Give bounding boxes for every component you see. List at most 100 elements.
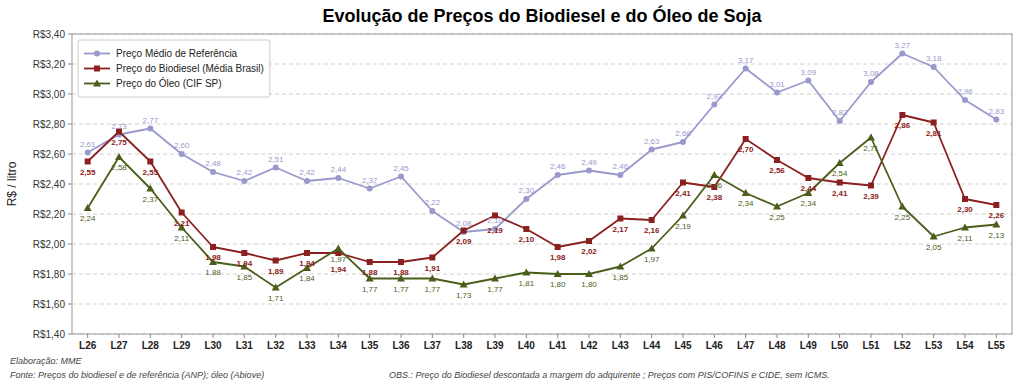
footer-note: Fonte: Preços do biodiesel e de referênc… xyxy=(10,370,264,380)
y-tick xyxy=(68,244,72,245)
x-axis: L26L27L28L29L30L31L32L33L34L35L36L37L38L… xyxy=(79,334,1005,351)
series xyxy=(85,112,1000,265)
x-tick-label: L33 xyxy=(298,340,316,351)
data-label: 2,55 xyxy=(143,168,159,177)
x-tick xyxy=(714,334,715,338)
data-label: 2,61 xyxy=(80,140,96,149)
data-label: 1,91 xyxy=(425,264,441,273)
data-label: 2,24 xyxy=(80,214,96,223)
y-tick-label: R$3,40 xyxy=(33,29,66,40)
data-label: 3,09 xyxy=(801,68,817,77)
grid-line xyxy=(72,304,1012,305)
data-label: 1,80 xyxy=(581,280,597,289)
marker xyxy=(460,281,468,288)
y-tick xyxy=(68,124,72,125)
data-label: 2,46 xyxy=(613,162,629,171)
marker xyxy=(523,226,529,232)
data-label: 2,83 xyxy=(989,107,1005,116)
x-tick-label: L41 xyxy=(549,340,567,351)
marker xyxy=(868,183,874,189)
y-tick xyxy=(68,34,72,35)
y-tick-label: R$2,20 xyxy=(33,209,66,220)
x-tick xyxy=(244,334,245,338)
x-tick xyxy=(432,334,433,338)
x-tick-label: L43 xyxy=(612,340,630,351)
data-label: 1,98 xyxy=(205,253,221,262)
marker xyxy=(179,151,185,157)
data-label: 2,58 xyxy=(111,163,127,172)
x-tick-label: L36 xyxy=(392,340,410,351)
marker xyxy=(304,250,310,256)
x-tick xyxy=(871,334,872,338)
data-label: 2,16 xyxy=(644,226,660,235)
marker xyxy=(617,172,623,178)
x-tick-label: L39 xyxy=(486,340,504,351)
y-axis: R$1,40R$1,60R$1,80R$2,00R$2,20R$2,40R$2,… xyxy=(33,29,72,340)
data-label: 2,38 xyxy=(707,193,723,202)
data-label: 2,44 xyxy=(331,165,347,174)
x-tick-label: L35 xyxy=(361,340,379,351)
data-label: 2,51 xyxy=(268,155,284,164)
marker xyxy=(962,196,968,202)
marker xyxy=(84,204,92,211)
x-tick-label: L45 xyxy=(674,340,692,351)
x-tick-label: L42 xyxy=(580,340,598,351)
x-tick-label: L28 xyxy=(142,340,160,351)
data-label: 2,02 xyxy=(581,247,597,256)
x-tick xyxy=(557,334,558,338)
x-tick-label: L34 xyxy=(330,340,348,351)
line xyxy=(88,115,997,262)
data-label: 2,82 xyxy=(832,108,848,117)
data-label: 2,37 xyxy=(143,195,159,204)
marker xyxy=(461,228,467,234)
data-label: 2,49 xyxy=(581,158,597,167)
grid-line xyxy=(72,124,1012,125)
marker xyxy=(930,233,938,240)
x-tick-label: L40 xyxy=(518,340,536,351)
x-tick xyxy=(213,334,214,338)
data-label: 1,98 xyxy=(550,253,566,262)
grid-line xyxy=(72,154,1012,155)
data-label: 1,73 xyxy=(456,291,472,300)
data-label: 2,96 xyxy=(957,87,973,96)
data-label: 2,46 xyxy=(707,181,723,190)
data-label: 2,19 xyxy=(675,222,691,231)
x-tick-label: L48 xyxy=(768,340,786,351)
marker xyxy=(335,175,341,181)
x-tick-label: L29 xyxy=(173,340,191,351)
marker xyxy=(805,78,811,84)
marker xyxy=(648,245,656,252)
data-label: 2,46 xyxy=(550,162,566,171)
y-tick xyxy=(68,334,72,335)
data-label: 2,10 xyxy=(519,235,535,244)
data-label: 2,11 xyxy=(174,234,190,243)
marker xyxy=(555,172,561,178)
data-label: 1,71 xyxy=(268,294,284,303)
marker xyxy=(523,196,529,202)
data-label: 2,25 xyxy=(769,213,785,222)
data-label: 2,13 xyxy=(989,231,1005,240)
marker xyxy=(867,134,875,141)
y-tick-label: R$2,00 xyxy=(33,239,66,250)
marker xyxy=(146,185,154,192)
data-label: 2,71 xyxy=(863,144,879,153)
x-tick-label: L49 xyxy=(800,340,818,351)
marker xyxy=(273,258,279,264)
marker xyxy=(743,66,749,72)
y-tick-label: R$3,00 xyxy=(33,89,66,100)
data-label: 2,77 xyxy=(143,116,159,125)
legend-marker xyxy=(93,80,101,87)
marker xyxy=(993,202,999,208)
marker xyxy=(429,208,435,214)
x-tick xyxy=(119,334,120,338)
marker xyxy=(805,175,811,181)
marker xyxy=(85,150,91,156)
x-tick-label: L31 xyxy=(236,340,254,351)
data-label: 2,41 xyxy=(832,189,848,198)
footer: Elaboração: MMEFonte: Preços do biodiese… xyxy=(10,356,830,380)
legend-marker xyxy=(94,51,100,57)
x-tick xyxy=(495,334,496,338)
marker xyxy=(836,159,844,166)
legend-entry: Preço do Óleo (CIF SP) xyxy=(116,77,222,89)
footer-note: OBS.: Preço do Biodiesel descontada a ma… xyxy=(389,370,830,380)
